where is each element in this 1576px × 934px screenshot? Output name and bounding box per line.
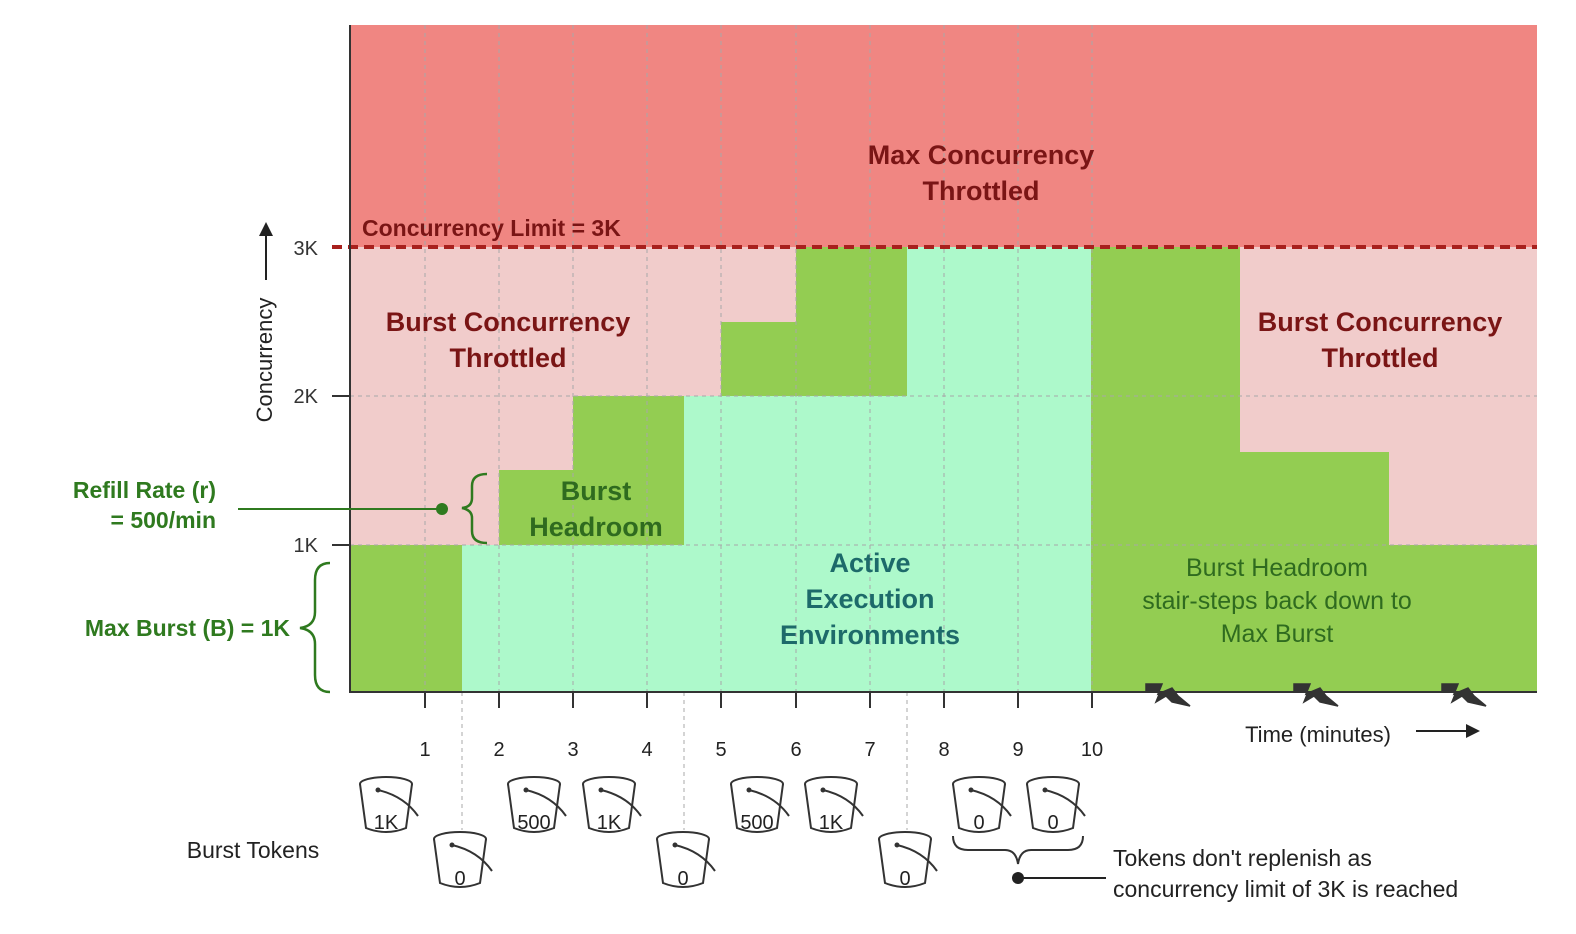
svg-text:9: 9 (1012, 739, 1023, 761)
svg-text:1: 1 (419, 739, 430, 761)
svg-text:Environments: Environments (780, 620, 960, 650)
svg-text:Max Burst: Max Burst (1221, 620, 1334, 648)
svg-text:Burst Headroom: Burst Headroom (1186, 554, 1368, 582)
svg-text:7: 7 (864, 739, 875, 761)
burst-throttled-label-left: Burst Concurrency Throttled (386, 307, 631, 373)
svg-text:2: 2 (493, 739, 504, 761)
burst-headroom-area-middle (721, 247, 907, 396)
svg-text:0: 0 (454, 868, 465, 890)
svg-text:0: 0 (899, 868, 910, 890)
x-axis-arrowhead-icon (1466, 724, 1480, 738)
burst-throttled-label-right: Burst Concurrency Throttled (1258, 307, 1503, 373)
svg-text:500: 500 (517, 812, 550, 834)
svg-text:1K: 1K (374, 812, 399, 834)
svg-text:3: 3 (567, 739, 578, 761)
burst-headroom-area (350, 396, 684, 692)
y-tick-1k: 1K (294, 535, 319, 557)
burst-headroom-area-right (1091, 247, 1537, 692)
svg-text:concurrency limit of 3K is rea: concurrency limit of 3K is reached (1113, 876, 1458, 902)
concurrency-limit-label: Concurrency Limit = 3K (362, 215, 621, 241)
svg-text:Headroom: Headroom (529, 512, 663, 542)
svg-text:5: 5 (715, 739, 726, 761)
tokens-brace-icon (952, 835, 1084, 865)
svg-text:1K: 1K (819, 812, 844, 834)
stair-steps-label: Burst Headroom stair-steps back down to … (1142, 554, 1412, 648)
svg-text:Max Concurrency: Max Concurrency (868, 140, 1095, 170)
burst-headroom-label: Burst Headroom (529, 476, 663, 542)
tokens-note: Tokens don't replenish as concurrency li… (1113, 845, 1458, 902)
y-tick-3k: 3K (294, 238, 319, 260)
svg-text:10: 10 (1081, 739, 1103, 761)
active-environments-area (462, 247, 1091, 692)
active-environments-label: Active Execution Environments (780, 548, 960, 650)
axis-break-icons (1145, 683, 1487, 707)
y-axis-label: Concurrency (252, 298, 277, 423)
y-axis-arrowhead-icon (259, 222, 273, 236)
y-tick-2k: 2K (294, 386, 319, 408)
svg-text:Throttled: Throttled (1322, 343, 1439, 373)
axes (332, 25, 1537, 708)
grid-lines (350, 25, 1537, 830)
svg-text:500: 500 (740, 812, 773, 834)
svg-text:1K: 1K (597, 812, 622, 834)
svg-text:6: 6 (790, 739, 801, 761)
svg-text:Throttled: Throttled (923, 176, 1040, 206)
svg-text:Execution: Execution (805, 584, 934, 614)
x-axis-label: Time (minutes) (1245, 722, 1391, 747)
max-throttled-label: Max Concurrency Throttled (868, 140, 1095, 206)
svg-text:8: 8 (938, 739, 949, 761)
svg-text:4: 4 (641, 739, 652, 761)
svg-text:0: 0 (677, 868, 688, 890)
svg-text:0: 0 (1047, 812, 1058, 834)
svg-text:Throttled: Throttled (450, 343, 567, 373)
refill-rate-brace-icon (461, 472, 488, 545)
svg-text:stair-steps back down to: stair-steps back down to (1142, 587, 1412, 615)
bucket-values-bottom: 0 0 0 (454, 868, 910, 890)
x-tick-labels: 1 2 3 4 5 6 7 8 9 10 (419, 739, 1103, 761)
max-burst-label: Max Burst (B) = 1K (85, 615, 291, 641)
bucket-values-top: 1K 500 1K 500 1K 0 0 (374, 812, 1059, 834)
burst-tokens-label: Burst Tokens (187, 837, 320, 863)
svg-text:Refill Rate (r): Refill Rate (r) (73, 477, 216, 503)
svg-text:= 500/min: = 500/min (111, 507, 216, 533)
svg-text:Burst: Burst (561, 476, 632, 506)
svg-text:Active: Active (829, 548, 910, 578)
svg-text:Tokens don't replenish as: Tokens don't replenish as (1113, 845, 1372, 871)
svg-text:Burst Concurrency: Burst Concurrency (1258, 307, 1503, 337)
refill-rate-label: Refill Rate (r) = 500/min (73, 477, 216, 533)
max-burst-brace-icon (299, 561, 331, 694)
refill-rate-dot-icon (436, 503, 448, 515)
svg-text:Burst Concurrency: Burst Concurrency (386, 307, 631, 337)
svg-text:0: 0 (973, 812, 984, 834)
